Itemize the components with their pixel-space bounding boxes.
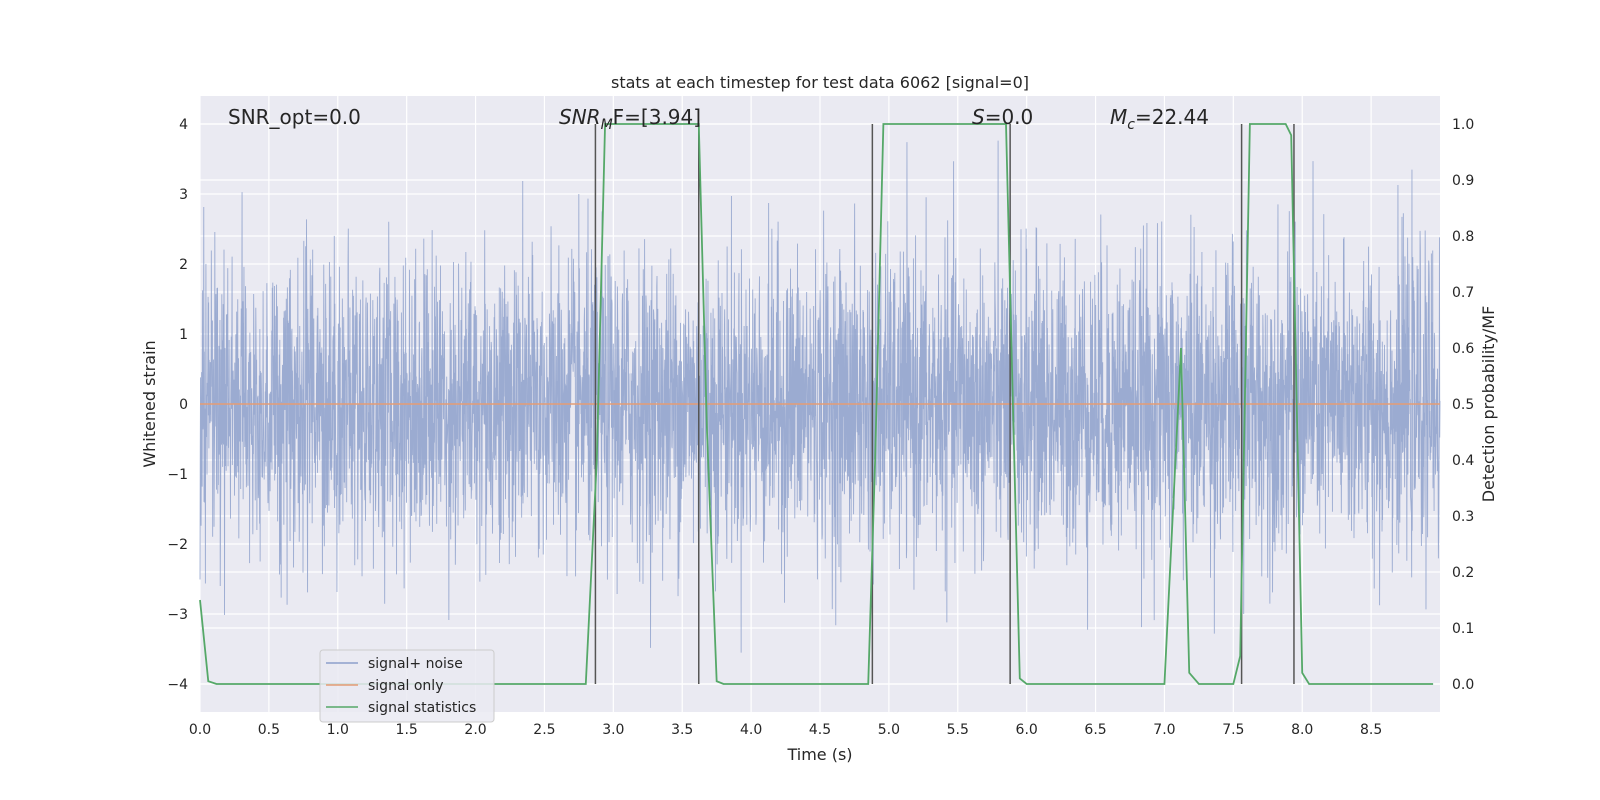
y-tick-label: −3 [167,607,188,623]
annotation-mc-main: M [1110,105,1127,129]
x-tick-label: 1.5 [396,722,418,738]
legend-label-signal-noise: signal+ noise [368,656,463,672]
x-tick-label: 8.5 [1360,722,1382,738]
annotation-mc-sub: c [1127,117,1135,133]
annotation-snr-mf-main: SNR [559,105,601,129]
annotation-s-main: S [972,105,985,129]
x-tick-label: 7.0 [1153,722,1175,738]
signal-noise-line [199,140,1441,653]
x-tick-label: 1.0 [327,722,349,738]
x-tick-label: 0.0 [189,722,211,738]
y-right-tick-label: 0.2 [1452,565,1474,581]
y-tick-label: 2 [179,257,188,273]
y-right-tick-label: 0.3 [1452,509,1474,525]
legend-label-signal-only: signal only [368,678,443,694]
x-tick-labels: 0.0 0.5 1.0 1.5 2.0 2.5 3.0 3.5 4.0 4.5 5.0 5.5 6.0 6… [189,722,1382,738]
x-tick-label: 0.5 [258,722,280,738]
y-tick-label: 0 [179,397,188,413]
legend-label-signal-statistics: signal statistics [368,700,476,716]
y-right-tick-label: 1.0 [1452,117,1474,133]
x-tick-label: 5.5 [947,722,969,738]
x-tick-label: 5.0 [878,722,900,738]
signal-noise-series [199,140,1441,653]
annotation-s-rest: =0.0 [985,105,1034,129]
x-tick-label: 7.5 [1222,722,1244,738]
x-tick-label: 2.5 [533,722,555,738]
y-axis-label: Whitened strain [140,340,159,467]
x-tick-label: 3.0 [602,722,624,738]
y-right-tick-label: 0.0 [1452,677,1474,693]
y-tick-label: −2 [167,537,188,553]
y-tick-label: 1 [179,327,188,343]
x-tick-label: 3.5 [671,722,693,738]
legend-box [319,649,495,723]
x-tick-label: 4.0 [740,722,762,738]
annotation-s: S=0.0 [972,105,1033,129]
x-tick-label: 8.0 [1291,722,1313,738]
y-right-tick-label: 0.5 [1452,397,1474,413]
y-tick-label: 3 [179,187,188,203]
x-tick-label: 6.5 [1084,722,1106,738]
y-right-tick-label: 0.7 [1452,285,1474,301]
y-tick-label: −1 [167,467,188,483]
y-right-tick-label: 0.4 [1452,453,1474,469]
y-right-tick-label: 0.1 [1452,621,1474,637]
x-tick-label: 6.0 [1016,722,1038,738]
legend: signal+ noise signal only signal statist… [319,649,495,723]
y-tick-labels: 4 3 2 1 0 −1 −2 −3 −4 [167,117,188,693]
x-tick-label: 2.0 [464,722,486,738]
annotation-mc-rest: =22.44 [1135,105,1209,129]
y-right-tick-label: 0.6 [1452,341,1474,357]
annotation-snr-mf-rest: F=[3.94] [613,105,701,129]
y-tick-label: 4 [179,117,188,133]
x-tick-label: 4.5 [809,722,831,738]
signal-statistics-line [199,123,1434,685]
y-right-tick-label: 0.9 [1452,173,1474,189]
chart-title: stats at each timestep for test data 606… [611,73,1029,92]
signal-statistics-series [199,123,1434,685]
annotation-snr-mf-sub: M [601,117,613,133]
y-right-tick-label: 0.8 [1452,229,1474,245]
y-tick-label: −4 [167,677,188,693]
y-right-tick-labels: 1.0 0.9 0.8 0.7 0.6 0.5 0.4 0.3 0.2 0.1 0.0 [1452,117,1474,693]
annotation-snr-opt: SNR_opt=0.0 [228,105,361,129]
annotation-snr-mf: SNRMF=[3.94] [559,105,701,133]
y-right-axis-label: Detection probability/MF [1479,306,1498,503]
annotation-mc: Mc=22.44 [1110,105,1209,133]
x-axis-label: Time (s) [786,745,852,764]
